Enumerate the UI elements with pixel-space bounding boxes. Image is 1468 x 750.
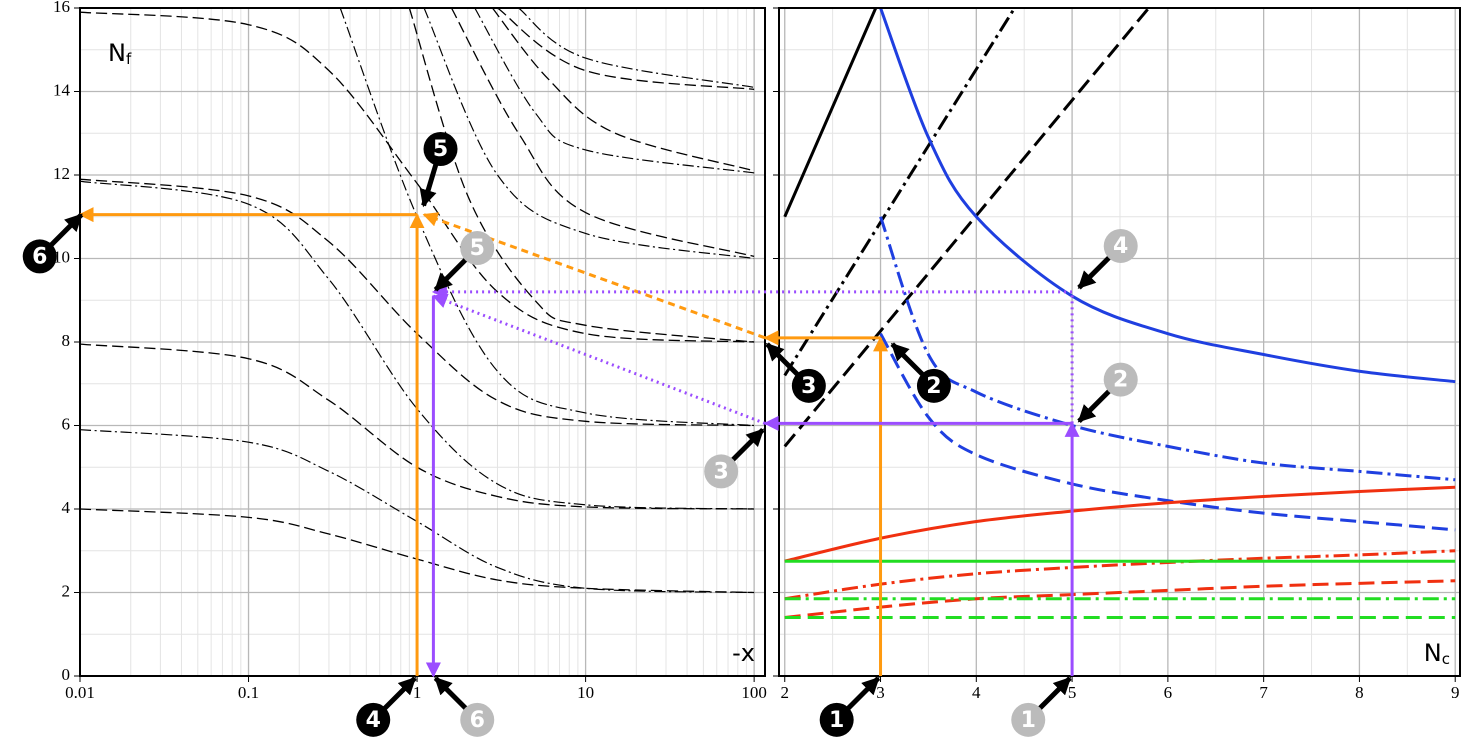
frame — [778, 7, 1461, 677]
step-badge — [460, 231, 495, 266]
curve — [784, 485, 1456, 563]
x-axis-label: -x — [732, 639, 755, 667]
curve — [80, 180, 755, 510]
step-number: 5 — [470, 236, 485, 261]
curve — [423, 8, 755, 260]
x-tick-label: 10 — [577, 683, 594, 702]
x-tick-label: 6 — [1164, 683, 1173, 702]
curve — [497, 8, 755, 91]
pointer-arrow — [1077, 255, 1112, 290]
pointer-arrow — [890, 342, 925, 377]
pointer-arrow — [382, 676, 417, 711]
y-tick-label: 4 — [62, 498, 71, 517]
x-tick-label: 7 — [1259, 683, 1268, 702]
label-main: N — [1424, 639, 1442, 667]
x-axis-label: Nc — [1424, 639, 1450, 668]
curve — [879, 8, 1456, 384]
step-number: 5 — [433, 137, 448, 162]
step-number: 6 — [470, 708, 485, 733]
y-tick-label: 0 — [62, 665, 71, 684]
x-tick-label: 5 — [1068, 683, 1077, 702]
step-badge — [791, 368, 826, 403]
curve — [518, 8, 755, 88]
curve — [474, 8, 755, 174]
x-tick-label: 4 — [972, 683, 981, 702]
step-badge — [460, 702, 495, 737]
curve — [783, 8, 1016, 377]
step-number: 3 — [714, 459, 729, 484]
step-badge — [356, 702, 391, 737]
step-number: 4 — [366, 708, 381, 733]
step-number: 4 — [1113, 234, 1128, 259]
guide-arrow — [432, 293, 766, 425]
curve — [80, 11, 755, 343]
curve — [450, 8, 755, 258]
step-badge — [423, 132, 458, 167]
step-badge — [1103, 362, 1138, 397]
step-number: 1 — [1021, 708, 1036, 733]
step-number: 6 — [32, 244, 47, 269]
curve — [784, 579, 1456, 620]
curve — [408, 8, 755, 343]
x-tick-label: 3 — [876, 683, 885, 702]
step-badge — [819, 702, 854, 737]
x-tick-label: 1 — [413, 683, 422, 702]
step-badge — [916, 368, 951, 403]
pointer-arrow — [730, 427, 765, 462]
y-tick-label: 12 — [53, 164, 70, 183]
x-tick-label: 0.1 — [238, 683, 259, 702]
step-badge — [1103, 228, 1138, 263]
y-tick-label: 14 — [53, 80, 71, 99]
x-tick-label: 9 — [1451, 683, 1460, 702]
curve — [783, 8, 878, 218]
y-tick-label: 10 — [53, 247, 70, 266]
step-number: 2 — [926, 374, 941, 399]
step-number: 2 — [1113, 368, 1128, 393]
pointer-arrow — [1037, 676, 1072, 711]
curve — [80, 429, 755, 594]
label-main: N — [108, 39, 126, 67]
curve — [491, 8, 755, 172]
pointer-arrow — [433, 676, 468, 711]
y-tick-label: 8 — [62, 331, 71, 350]
y-axis-label: Nf — [108, 39, 132, 68]
y-tick-label: 6 — [62, 414, 71, 433]
x-tick-label: 100 — [741, 683, 767, 702]
x-tick-label: 0.01 — [65, 683, 95, 702]
label-sub: c — [1442, 650, 1450, 668]
y-tick-label: 16 — [53, 0, 70, 16]
x-tick-label: 8 — [1355, 683, 1364, 702]
step-number: 1 — [829, 708, 844, 733]
step-number: 3 — [801, 374, 816, 399]
pointer-arrow — [419, 163, 439, 208]
x-tick-label: 2 — [780, 683, 789, 702]
pointer-arrow — [1077, 389, 1112, 424]
label-main: -x — [732, 639, 755, 667]
step-badge — [704, 454, 739, 489]
y-tick-label: 2 — [62, 581, 71, 600]
pointer-arrow — [49, 212, 84, 247]
pointer-arrow — [433, 257, 468, 292]
label-sub: f — [126, 50, 132, 68]
curve — [339, 8, 755, 427]
step-badge — [22, 239, 57, 274]
pointer-arrow — [765, 342, 800, 377]
curve — [879, 216, 1456, 482]
pointer-arrow — [846, 676, 881, 711]
curve — [783, 8, 1150, 448]
step-badge — [1011, 702, 1046, 737]
